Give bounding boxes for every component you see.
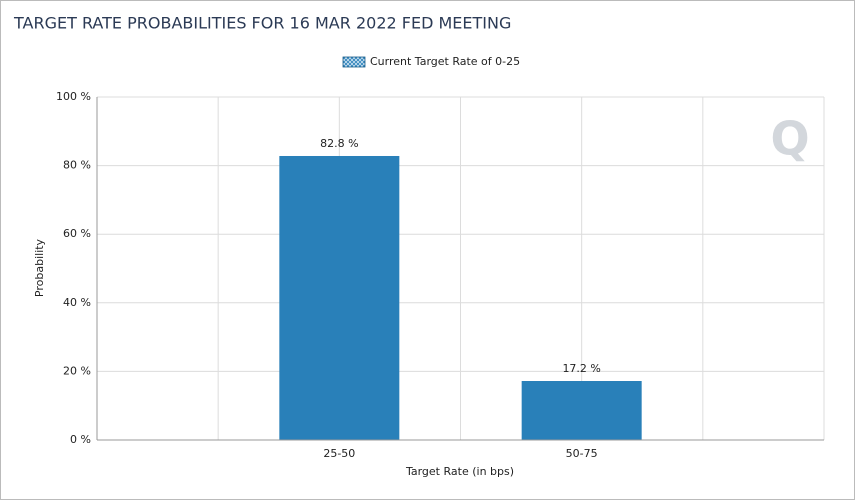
x-axis-label: Target Rate (in bps) xyxy=(405,465,514,478)
legend-swatch xyxy=(342,56,366,68)
y-axis-label: Probability xyxy=(33,238,46,297)
bar xyxy=(521,381,642,440)
y-tick-label: 20 % xyxy=(63,364,91,377)
watermark: Q xyxy=(770,112,809,166)
x-tick-label: 25-50 xyxy=(323,447,355,460)
y-tick-label: 80 % xyxy=(63,159,91,172)
legend-label: Current Target Rate of 0-25 xyxy=(370,55,520,68)
y-tick-label: 100 % xyxy=(56,90,91,103)
bar xyxy=(279,155,400,440)
chart-title: TARGET RATE PROBABILITIES FOR 16 MAR 202… xyxy=(13,14,511,33)
y-tick-label: 40 % xyxy=(63,296,91,309)
value-label: 82.8 % xyxy=(320,137,358,150)
y-tick-label: 0 % xyxy=(70,433,91,446)
value-label: 17.2 % xyxy=(562,362,600,375)
x-tick-label: 50-75 xyxy=(566,447,598,460)
y-tick-label: 60 % xyxy=(63,227,91,240)
